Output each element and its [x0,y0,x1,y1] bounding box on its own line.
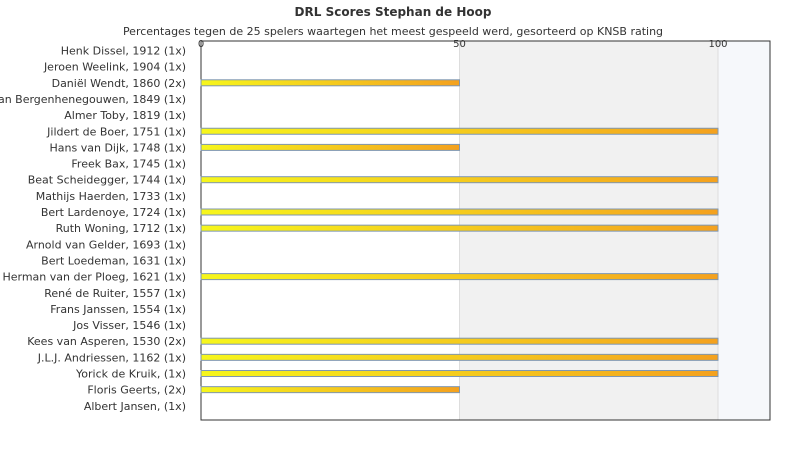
category-label: René de Ruiter, 1557 (1x) [44,287,186,300]
category-labels: Henk Dissel, 1912 (1x) Jeroen Weelink, 19… [0,45,186,413]
category-label: Henk Dissel, 1912 (1x) [61,45,186,58]
background-band [718,41,770,420]
category-label: Yorick de Kruik, (1x) [75,368,186,381]
category-label: Jeroen Weelink, 1904 (1x) [43,61,186,74]
chart-subtitle: Percentages tegen de 25 spelers waartege… [123,25,663,38]
category-label: Albert Jansen, (1x) [84,400,186,413]
category-label: Kees van Asperen, 1530 (2x) [27,335,186,348]
bar [200,386,460,394]
bar [200,370,719,377]
category-label: Floris Geerts, (2x) [87,384,186,397]
bars [200,79,719,394]
bar [200,337,719,345]
bar [200,127,719,135]
bar [200,353,719,361]
x-tick-label: 0 [198,39,204,50]
x-tick-label: 50 [453,39,466,50]
category-label: Ruth Woning, 1712 (1x) [56,222,186,235]
category-label: Marco van Bergenhenegouwen, 1849 (1x) [0,93,186,106]
category-label: Frans Janssen, 1554 (1x) [50,303,186,316]
category-label: Almer Toby, 1819 (1x) [64,109,186,122]
category-label: Freek Bax, 1745 (1x) [71,158,186,171]
bar [200,224,719,232]
bar [200,273,719,281]
bar [200,208,719,216]
category-label: J.L.J. Andriessen, 1162 (1x) [37,351,186,364]
category-label: Daniël Wendt, 1860 (2x) [52,77,186,90]
category-label: Bert Lardenoye, 1724 (1x) [41,206,186,219]
chart-title: DRL Scores Stephan de Hoop [295,5,492,19]
category-label: Bert Loedeman, 1631 (1x) [41,254,186,267]
category-label: Beat Scheidegger, 1744 (1x) [28,174,186,187]
bar [200,143,460,151]
category-label: Mathijs Haerden, 1733 (1x) [36,190,186,203]
bar [200,79,460,87]
category-label: Jos Visser, 1546 (1x) [72,319,186,332]
category-label: Jildert de Boer, 1751 (1x) [46,125,186,138]
category-label: Herman van der Ploeg, 1621 (1x) [2,271,186,284]
bar [200,176,719,184]
x-axis-ticks: 0 50 100 [198,39,728,50]
category-label: Arnold van Gelder, 1693 (1x) [26,238,186,251]
category-label: Hans van Dijk, 1748 (1x) [50,141,186,154]
x-tick-label: 100 [708,39,727,50]
